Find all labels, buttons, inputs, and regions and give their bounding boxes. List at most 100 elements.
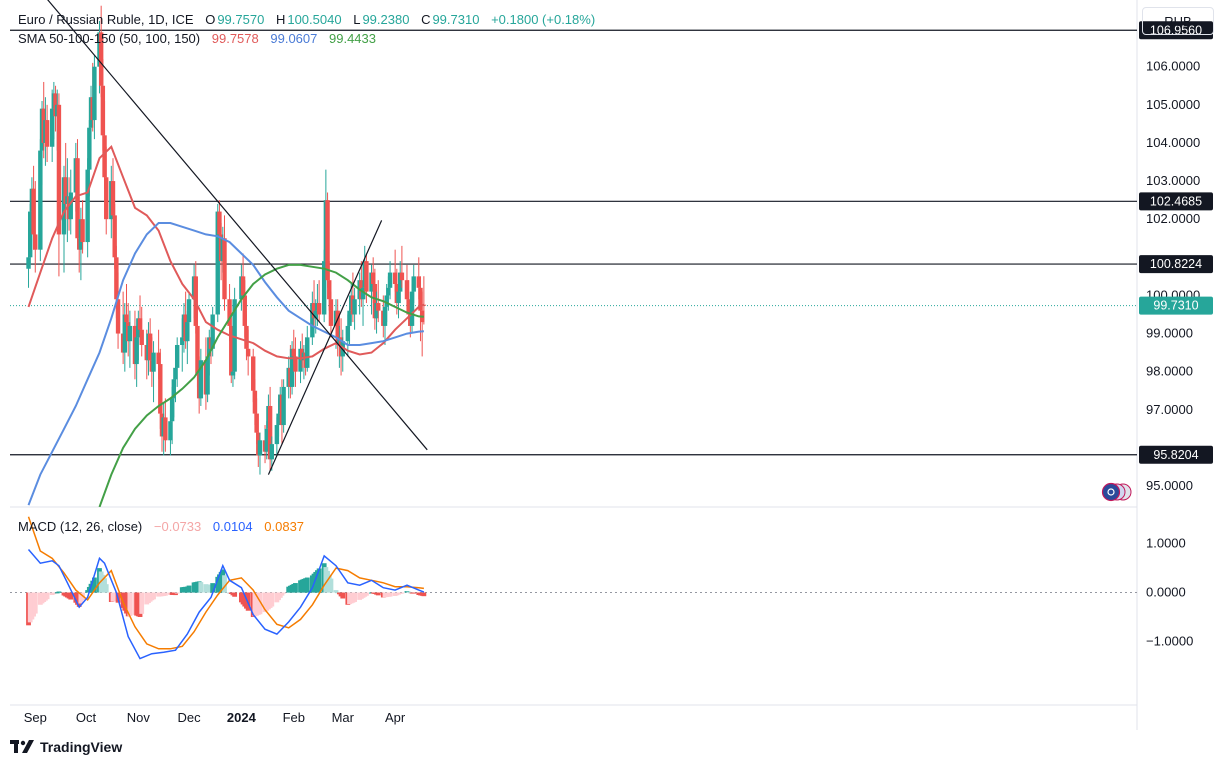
candle-body-112 (291, 348, 296, 357)
close-value: 99.7310 (432, 12, 480, 27)
candle-body-141 (360, 287, 366, 300)
macd-line (27, 549, 425, 660)
candle-body-24 (80, 219, 85, 243)
candle-body-86 (229, 325, 234, 376)
high-value: 100.5040 (287, 12, 342, 27)
tradingview-logo[interactable]: TradingView (10, 739, 122, 755)
sma50-value: 99.7578 (211, 31, 259, 46)
candle-body-123 (316, 303, 322, 315)
macd-hist-bar-107 (279, 592, 285, 596)
candle-body-69 (186, 299, 192, 323)
events-badge-icon[interactable] (1100, 482, 1134, 502)
time-axis-tick-3: Dec (177, 710, 201, 725)
sma-legend: SMA 50-100-150 (50, 100, 150) 99.7578 99… (18, 31, 378, 46)
candle-body-102 (267, 405, 273, 460)
candle-body-79 (210, 314, 215, 349)
macd-hist-bar-4 (32, 592, 38, 614)
candle-body-127 (327, 280, 332, 300)
level-label-0: 106.9560 (1150, 23, 1202, 37)
level-label-bg-3 (1139, 445, 1213, 464)
macd-hist-bar-29 (92, 577, 97, 593)
candle-body-74 (198, 360, 204, 399)
low-label: L (353, 12, 361, 27)
candle-body-63 (173, 367, 178, 380)
candle-body-157 (398, 272, 403, 292)
candle-body-21 (75, 158, 80, 239)
macd-line-value: 0.0104 (212, 519, 253, 534)
candle-body-108 (281, 386, 286, 426)
macd-axis-tick-2: −1.0000 (1146, 633, 1193, 648)
candle-body-103 (269, 444, 275, 460)
candle-body-33 (102, 135, 107, 178)
candle-body-94 (251, 356, 256, 391)
candle-body-100 (264, 428, 269, 452)
candle-body-113 (293, 356, 298, 372)
candle-body-56 (158, 364, 163, 414)
candle-body-135 (347, 310, 352, 326)
macd-hist-bar-133 (340, 592, 346, 599)
macd-hist-bar-69 (186, 585, 192, 593)
macd-signal-value: 0.0837 (264, 519, 305, 534)
candle-body-65 (180, 337, 185, 345)
candle-body-3 (31, 188, 36, 235)
close-label: C (421, 12, 431, 27)
candle-body-46 (134, 337, 139, 365)
candle-body-9 (44, 120, 50, 147)
candle-body-49 (139, 329, 144, 345)
price-axis-tick-8: 105.0000 (1146, 97, 1200, 112)
candle-body-15 (61, 177, 67, 235)
price-axis-tick-5: 102.0000 (1146, 211, 1200, 226)
candle-body-95 (252, 390, 258, 414)
macd-hist-bar-113 (293, 583, 298, 593)
candle-body-55 (156, 352, 161, 365)
symbol-title: Euro / Russian Ruble, 1D, ICE (18, 12, 194, 27)
candle-body-14 (56, 104, 62, 235)
candle-body-90 (240, 276, 246, 296)
time-axis-tick-5: Feb (283, 710, 305, 725)
candle-body-72 (195, 325, 200, 376)
macd-hist-bar-108 (281, 592, 287, 594)
candle-body-10 (49, 108, 55, 147)
macd-histogram-group (26, 563, 427, 626)
level-label-2: 100.8224 (1150, 257, 1202, 271)
candle-body-145 (370, 272, 376, 284)
macd-legend: MACD (12, 26, close) −0.0733 0.0104 0.08… (18, 519, 306, 534)
macd-hist-bar-118 (304, 577, 310, 593)
high-label: H (275, 12, 286, 27)
candle-body-26 (87, 127, 92, 170)
candle-body-48 (137, 318, 143, 330)
tradingview-logo-icon (10, 740, 34, 753)
candle-body-164 (416, 276, 421, 288)
macd-hist-bar-44 (127, 592, 133, 616)
candle-body-124 (321, 261, 327, 315)
macd-hist-bar-128 (328, 578, 334, 593)
currency-button[interactable]: RUB (1142, 7, 1214, 35)
candle-body-19 (68, 192, 73, 220)
candle-body-130 (335, 310, 340, 345)
candle-body-162 (409, 291, 415, 326)
macd-hist-bar-143 (364, 592, 369, 596)
candle-body-163 (411, 276, 416, 292)
time-axis-tick-7: Apr (385, 710, 406, 725)
macd-hist-bar-59 (162, 592, 168, 596)
candle-body-158 (399, 272, 405, 281)
candle-body-41 (122, 314, 128, 353)
candle-body-121 (313, 310, 318, 319)
candle-body-42 (124, 314, 129, 323)
candle-body-68 (185, 322, 190, 342)
sma150-value: 99.4433 (329, 31, 376, 46)
candle-body-37 (112, 215, 117, 258)
macd-hist-bar-9 (44, 592, 50, 600)
candle-body-128 (328, 299, 334, 326)
tradingview-brand: TradingView (40, 739, 123, 755)
price-axis-tick-7: 104.0000 (1146, 135, 1200, 150)
macd-hist-value: −0.0733 (153, 519, 202, 534)
macd-hist-bar-49 (139, 592, 145, 614)
sma-group (27, 145, 425, 507)
symbol-legend: Euro / Russian Ruble, 1D, ICE O 99.7570 H… (18, 12, 597, 27)
macd-hist-bar-158 (399, 592, 405, 594)
candle-body-38 (114, 257, 119, 300)
candle-body-32 (100, 85, 106, 136)
candle-body-88 (232, 299, 237, 372)
